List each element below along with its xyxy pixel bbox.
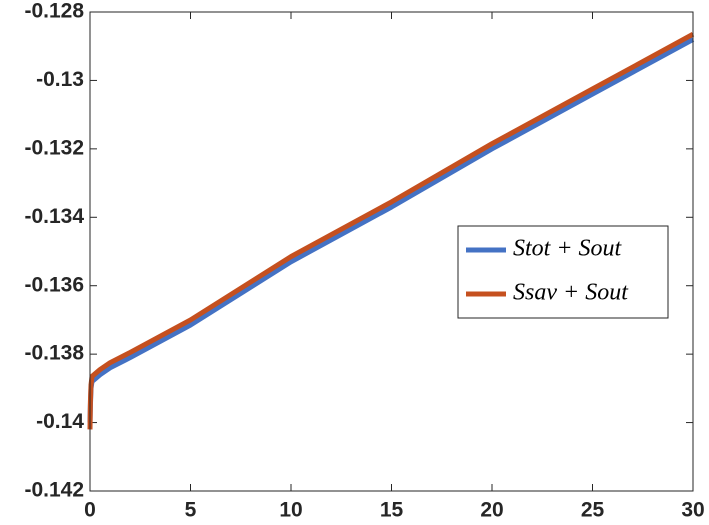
y-tick-label: -0.13 bbox=[36, 68, 84, 91]
x-tick-label: 30 bbox=[681, 499, 704, 522]
legend-label: Stot + Sout bbox=[513, 236, 623, 262]
y-tick-label: -0.132 bbox=[24, 136, 84, 159]
y-tick-label: -0.128 bbox=[24, 0, 84, 23]
x-tick-label: 25 bbox=[581, 499, 605, 522]
series-line bbox=[87, 32, 695, 430]
y-tick-label: -0.136 bbox=[24, 273, 84, 296]
y-tick-label: -0.14 bbox=[36, 410, 84, 433]
x-tick-label: 5 bbox=[185, 499, 197, 522]
legend-box bbox=[457, 225, 669, 319]
x-tick-label: 10 bbox=[279, 499, 302, 522]
x-tick-label: 15 bbox=[380, 499, 404, 522]
x-tick-label: 20 bbox=[480, 499, 503, 522]
axes-box bbox=[89, 11, 694, 492]
y-tick-label: -0.142 bbox=[24, 479, 84, 502]
y-tick-label: -0.134 bbox=[24, 205, 84, 228]
y-tick-label: -0.138 bbox=[24, 342, 84, 365]
x-tick-label: 0 bbox=[84, 499, 96, 522]
legend-label: Ssav + Sout bbox=[513, 280, 629, 306]
